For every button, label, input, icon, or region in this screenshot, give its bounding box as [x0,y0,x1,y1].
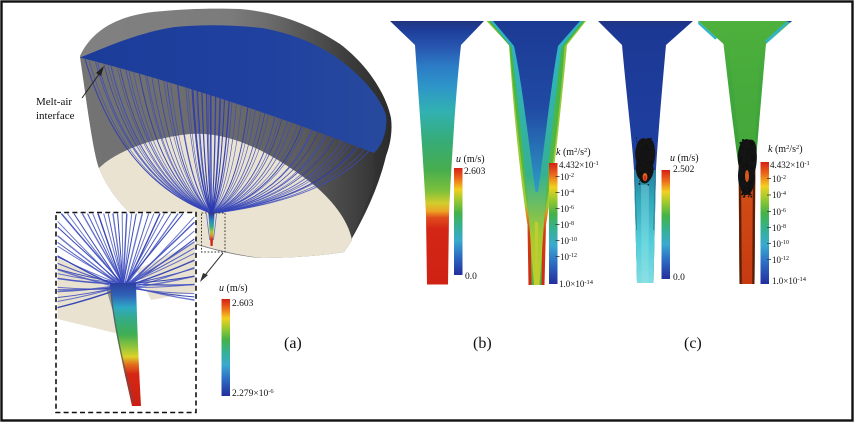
svg-text:0.0: 0.0 [673,273,685,283]
svg-text:10-10: 10-10 [560,236,577,246]
svg-text:0.0: 0.0 [465,272,477,282]
svg-text:10-4: 10-4 [772,190,786,200]
svg-text:10-10: 10-10 [772,239,789,249]
svg-text:4.432×10-1: 4.432×10-1 [770,160,810,170]
svg-text:4.432×10-1: 4.432×10-1 [559,160,599,170]
svg-text:10-2: 10-2 [560,172,574,182]
svg-text:u (m/s): u (m/s) [219,283,248,294]
svg-text:1.0×10-14: 1.0×10-14 [559,279,594,289]
svg-text:(a): (a) [284,335,302,352]
svg-text:1.0×10-14: 1.0×10-14 [772,276,807,286]
svg-text:10-2: 10-2 [772,174,786,184]
svg-text:10-12: 10-12 [560,252,577,262]
svg-text:2.603: 2.603 [232,299,254,309]
svg-text:k (m2/s2): k (m2/s2) [768,144,803,155]
svg-text:2.279×10-6: 2.279×10-6 [232,388,274,399]
svg-text:(c): (c) [684,335,702,352]
svg-text:10-6: 10-6 [560,204,574,214]
svg-text:10-8: 10-8 [772,223,786,233]
svg-text:u (m/s): u (m/s) [670,153,699,164]
svg-text:2.502: 2.502 [673,165,695,175]
svg-text:Melt-air: Melt-air [36,96,72,108]
svg-text:2.603: 2.603 [464,167,486,177]
svg-text:u (m/s): u (m/s) [456,154,485,165]
svg-text:10-6: 10-6 [772,207,786,217]
svg-text:k (m2/s2): k (m2/s2) [556,147,591,158]
svg-text:10-4: 10-4 [560,188,574,198]
svg-text:10-12: 10-12 [772,255,789,265]
svg-text:10-8: 10-8 [560,220,574,230]
svg-text:interface: interface [36,110,75,122]
svg-text:(b): (b) [473,335,492,352]
